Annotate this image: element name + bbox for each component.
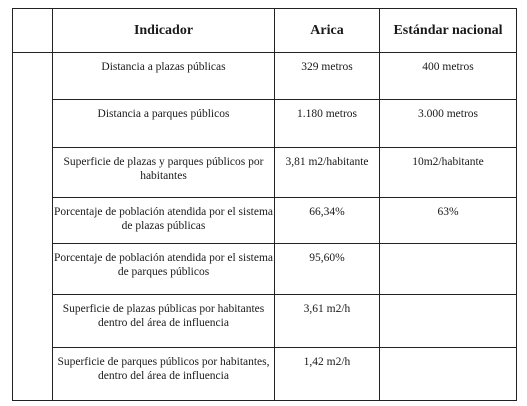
cell-estandar <box>379 347 517 401</box>
cell-estandar: 10m2/habitante <box>379 147 517 198</box>
cell-indicador: Distancia a plazas públicas <box>52 52 275 100</box>
cell-arica: 95,60% <box>274 243 380 295</box>
cell-arica: 329 metros <box>274 52 380 100</box>
table-row: Superficie de plazas públicas por habita… <box>13 294 517 348</box>
cell-estandar <box>379 243 517 295</box>
cell-arica: 1.180 metros <box>274 99 380 148</box>
side-merged-cell <box>12 52 53 401</box>
header-estandar-nacional: Estándar nacional <box>379 8 517 53</box>
cell-arica: 3,81 m2/habitante <box>274 147 380 198</box>
table-row: Distancia a parques públicos 1.180 metro… <box>13 99 517 148</box>
header-arica: Arica <box>274 8 380 53</box>
indicators-table: Indicador Arica Estándar nacional Distan… <box>12 8 517 401</box>
cell-estandar: 63% <box>379 197 517 244</box>
table-row: Superficie de plazas y parques públicos … <box>13 147 517 198</box>
cell-estandar: 400 metros <box>379 52 517 100</box>
cell-indicador: Distancia a parques públicos <box>52 99 275 148</box>
table-row: Superficie de parques públicos por habit… <box>13 347 517 401</box>
table-row: Distancia a plazas públicas 329 metros 4… <box>12 52 517 401</box>
header-blank-cell <box>12 8 53 53</box>
header-indicador: Indicador <box>52 8 275 53</box>
cell-indicador: Porcentaje de población atendida por el … <box>52 243 275 295</box>
cell-arica: 3,61 m2/h <box>274 294 380 348</box>
cell-indicador: Superficie de parques públicos por habit… <box>52 347 275 401</box>
cell-arica: 66,34% <box>274 197 380 244</box>
cell-indicador: Superficie de plazas y parques públicos … <box>52 147 275 198</box>
cell-estandar <box>379 294 517 348</box>
table-header-row: Indicador Arica Estándar nacional <box>12 8 517 53</box>
table-row: Porcentaje de población atendida por el … <box>13 197 517 244</box>
cell-indicador: Porcentaje de población atendida por el … <box>52 197 275 244</box>
cell-estandar: 3.000 metros <box>379 99 517 148</box>
cell-arica: 1,42 m2/h <box>274 347 380 401</box>
table-row: Porcentaje de población atendida por el … <box>13 243 517 295</box>
cell-indicador: Superficie de plazas públicas por habita… <box>52 294 275 348</box>
